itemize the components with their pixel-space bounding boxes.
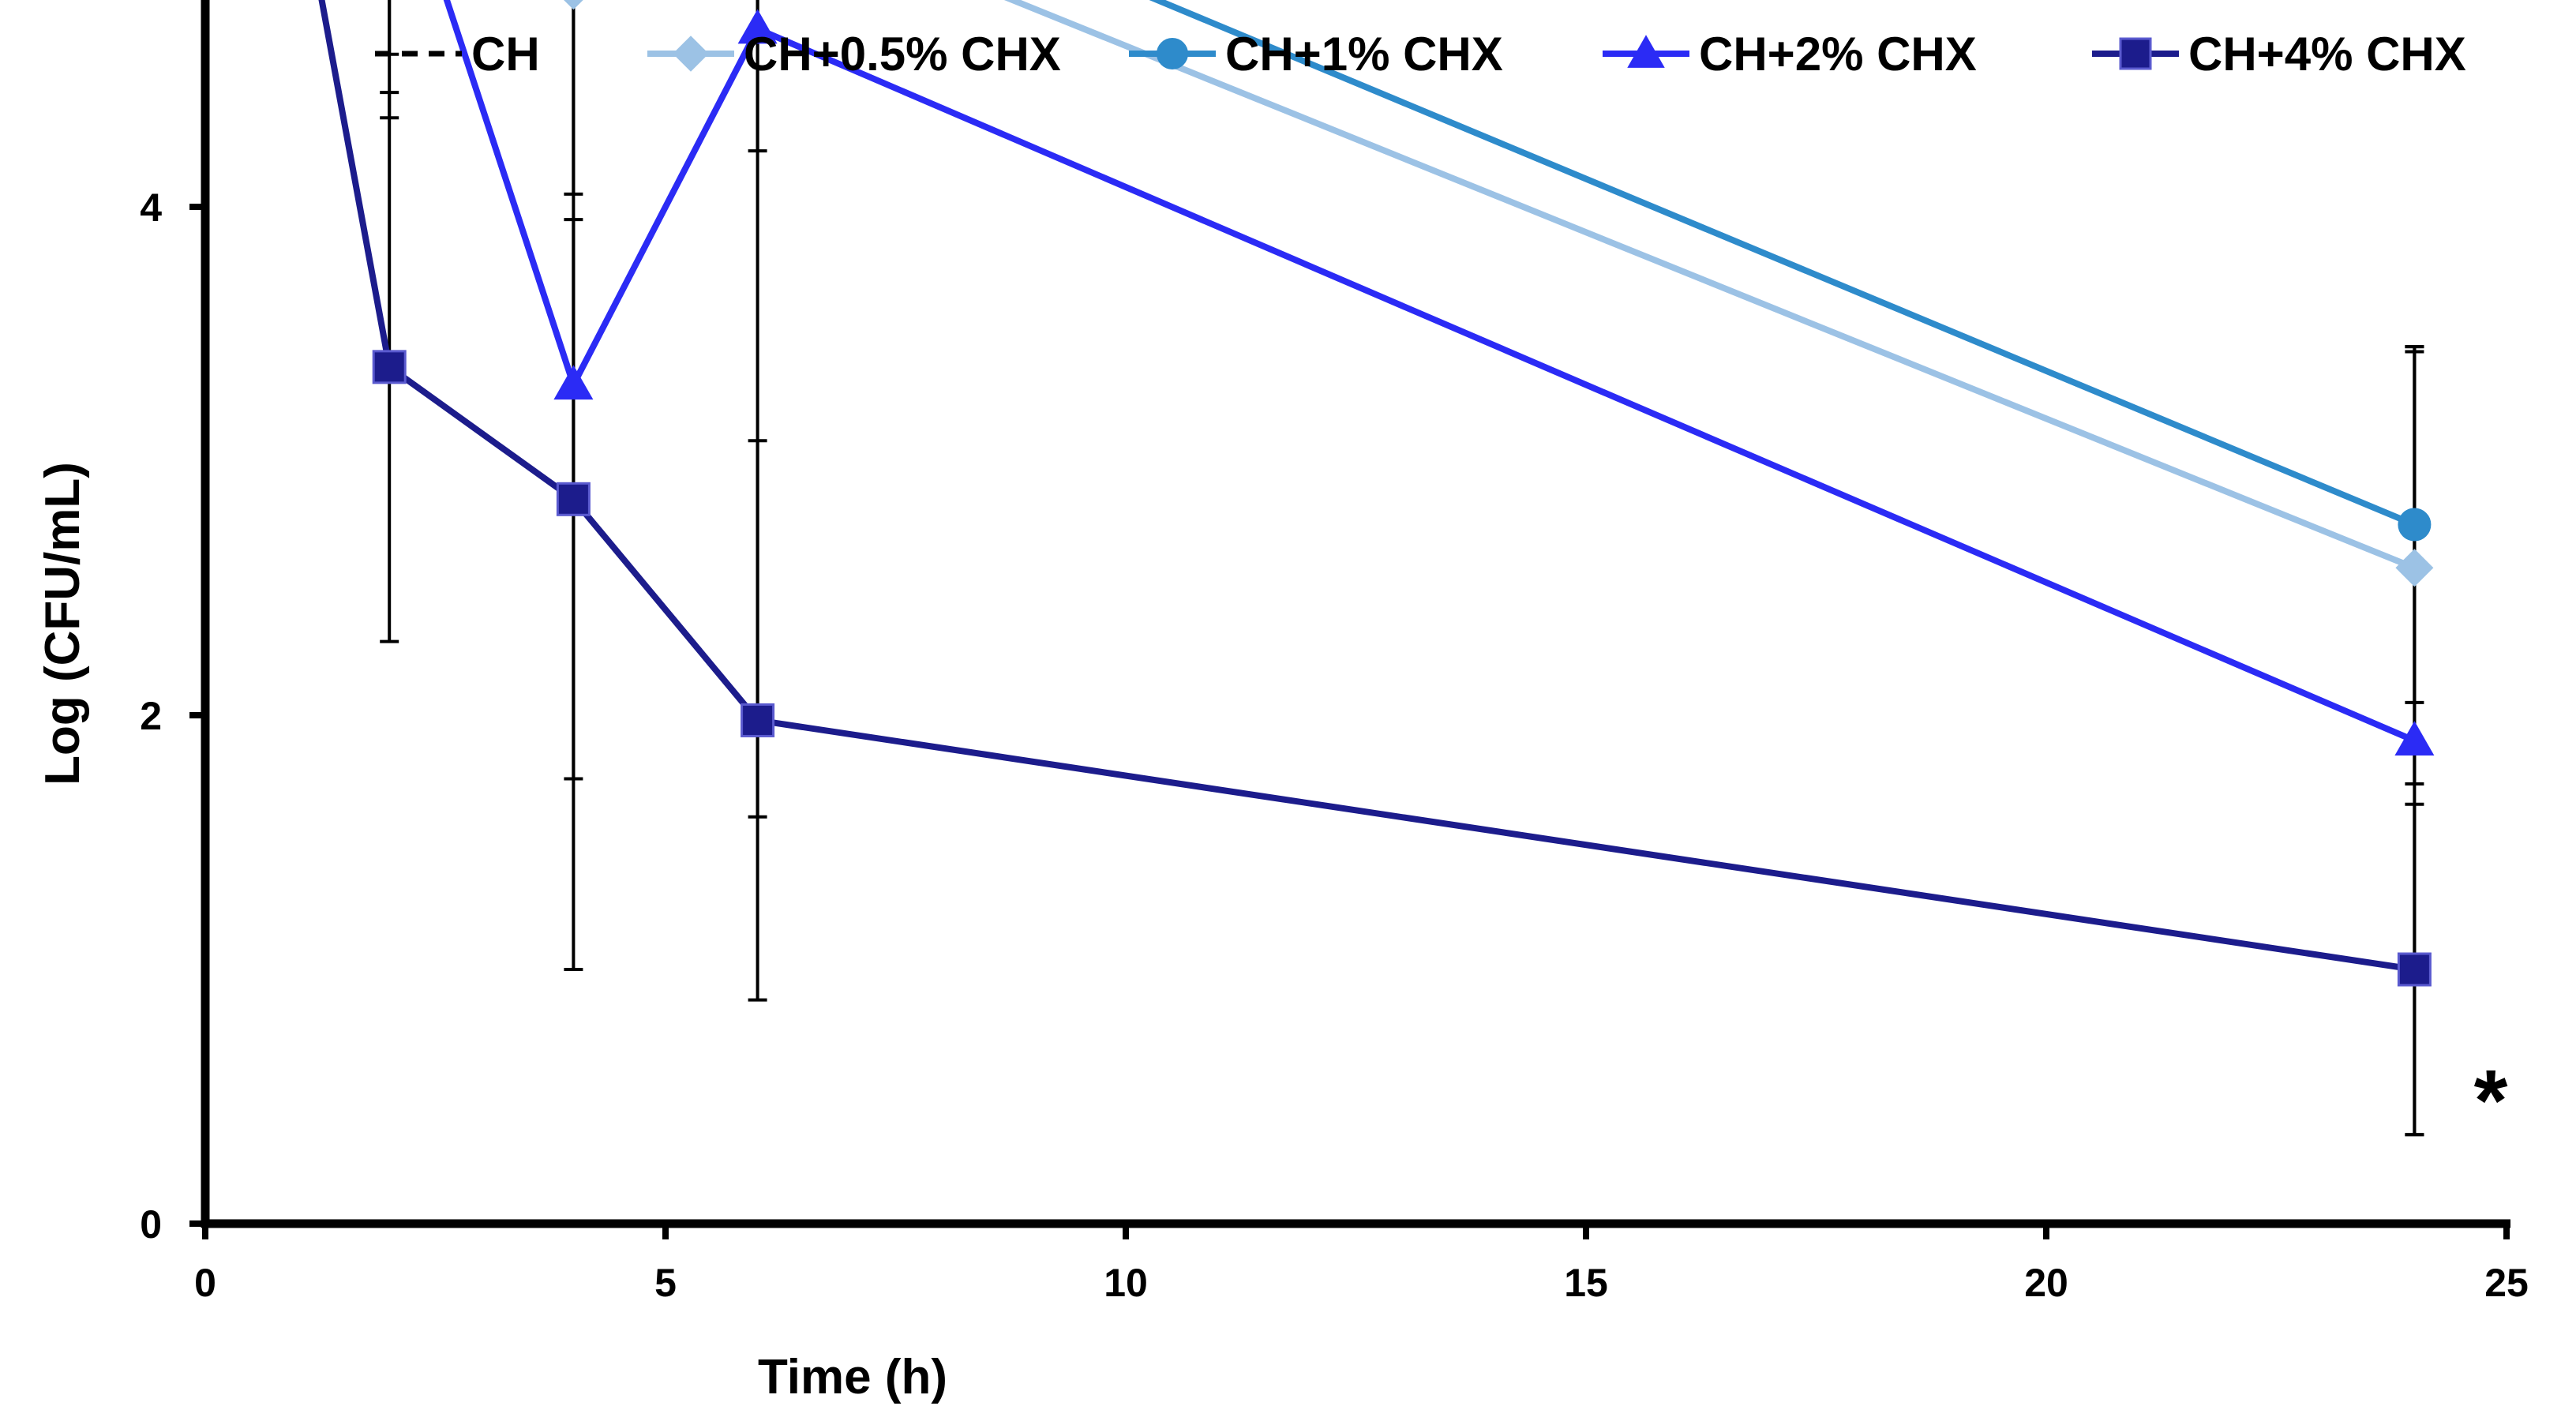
data-point [564, 0, 583, 10]
legend-swatch-marker [673, 36, 709, 72]
legend-item: CH+1% CHX [1129, 28, 1503, 81]
data-point [553, 365, 594, 400]
legend-swatch-marker [2119, 37, 2152, 70]
series-line [318, 0, 2418, 973]
legend-label: CH [471, 28, 540, 81]
legend-label: CH+1% CHX [1225, 28, 1503, 81]
x-tick-label: 25 [2484, 1261, 2529, 1305]
legend: CH CH+0.5% CHX CH+1% CHX CH+2% CHX CH+4% CHX [375, 28, 2466, 81]
legend-item: CH+0.5% CHX [647, 28, 1061, 81]
y-tick-label: 4 [140, 186, 162, 230]
series-lines [318, 0, 2418, 973]
data-point [2397, 952, 2432, 987]
significance-annotation: * [2474, 1052, 2508, 1149]
data-point [737, 9, 778, 44]
x-axis-title: Time (h) [758, 1350, 947, 1404]
legend-item: CH+2% CHX [1603, 28, 1977, 81]
series-line [443, 0, 2418, 744]
series-line [1149, 0, 2418, 528]
y-axis-title: Log (CFU/mL) [36, 462, 90, 785]
x-tick-label: 15 [1564, 1261, 1608, 1305]
series-line [1003, 0, 2418, 572]
legend-label: CH+0.5% CHX [744, 28, 1061, 81]
ticks: 051015202502468 [140, 186, 2529, 1305]
data-point [372, 350, 407, 384]
y-tick-label: 0 [140, 1202, 162, 1247]
legend-item: CH [375, 28, 540, 81]
axes [201, 0, 2510, 1228]
data-point [2398, 508, 2432, 542]
x-tick-label: 5 [654, 1261, 677, 1305]
series-markers [372, 0, 2435, 987]
legend-label: CH+2% CHX [1699, 28, 1977, 81]
data-point [2394, 721, 2435, 755]
data-point [2395, 549, 2434, 587]
legend-swatch-marker [1157, 38, 1188, 69]
legend-item: CH+4% CHX [2092, 28, 2466, 81]
x-tick-label: 20 [2024, 1261, 2068, 1305]
legend-swatch-marker [1627, 35, 1665, 68]
data-point [556, 482, 591, 516]
legend-label: CH+4% CHX [2188, 28, 2466, 81]
y-tick-label: 2 [140, 694, 162, 738]
x-tick-label: 0 [194, 1261, 216, 1305]
error-bars [380, 0, 2424, 1137]
data-point [741, 703, 775, 737]
x-tick-label: 10 [1104, 1261, 1148, 1305]
